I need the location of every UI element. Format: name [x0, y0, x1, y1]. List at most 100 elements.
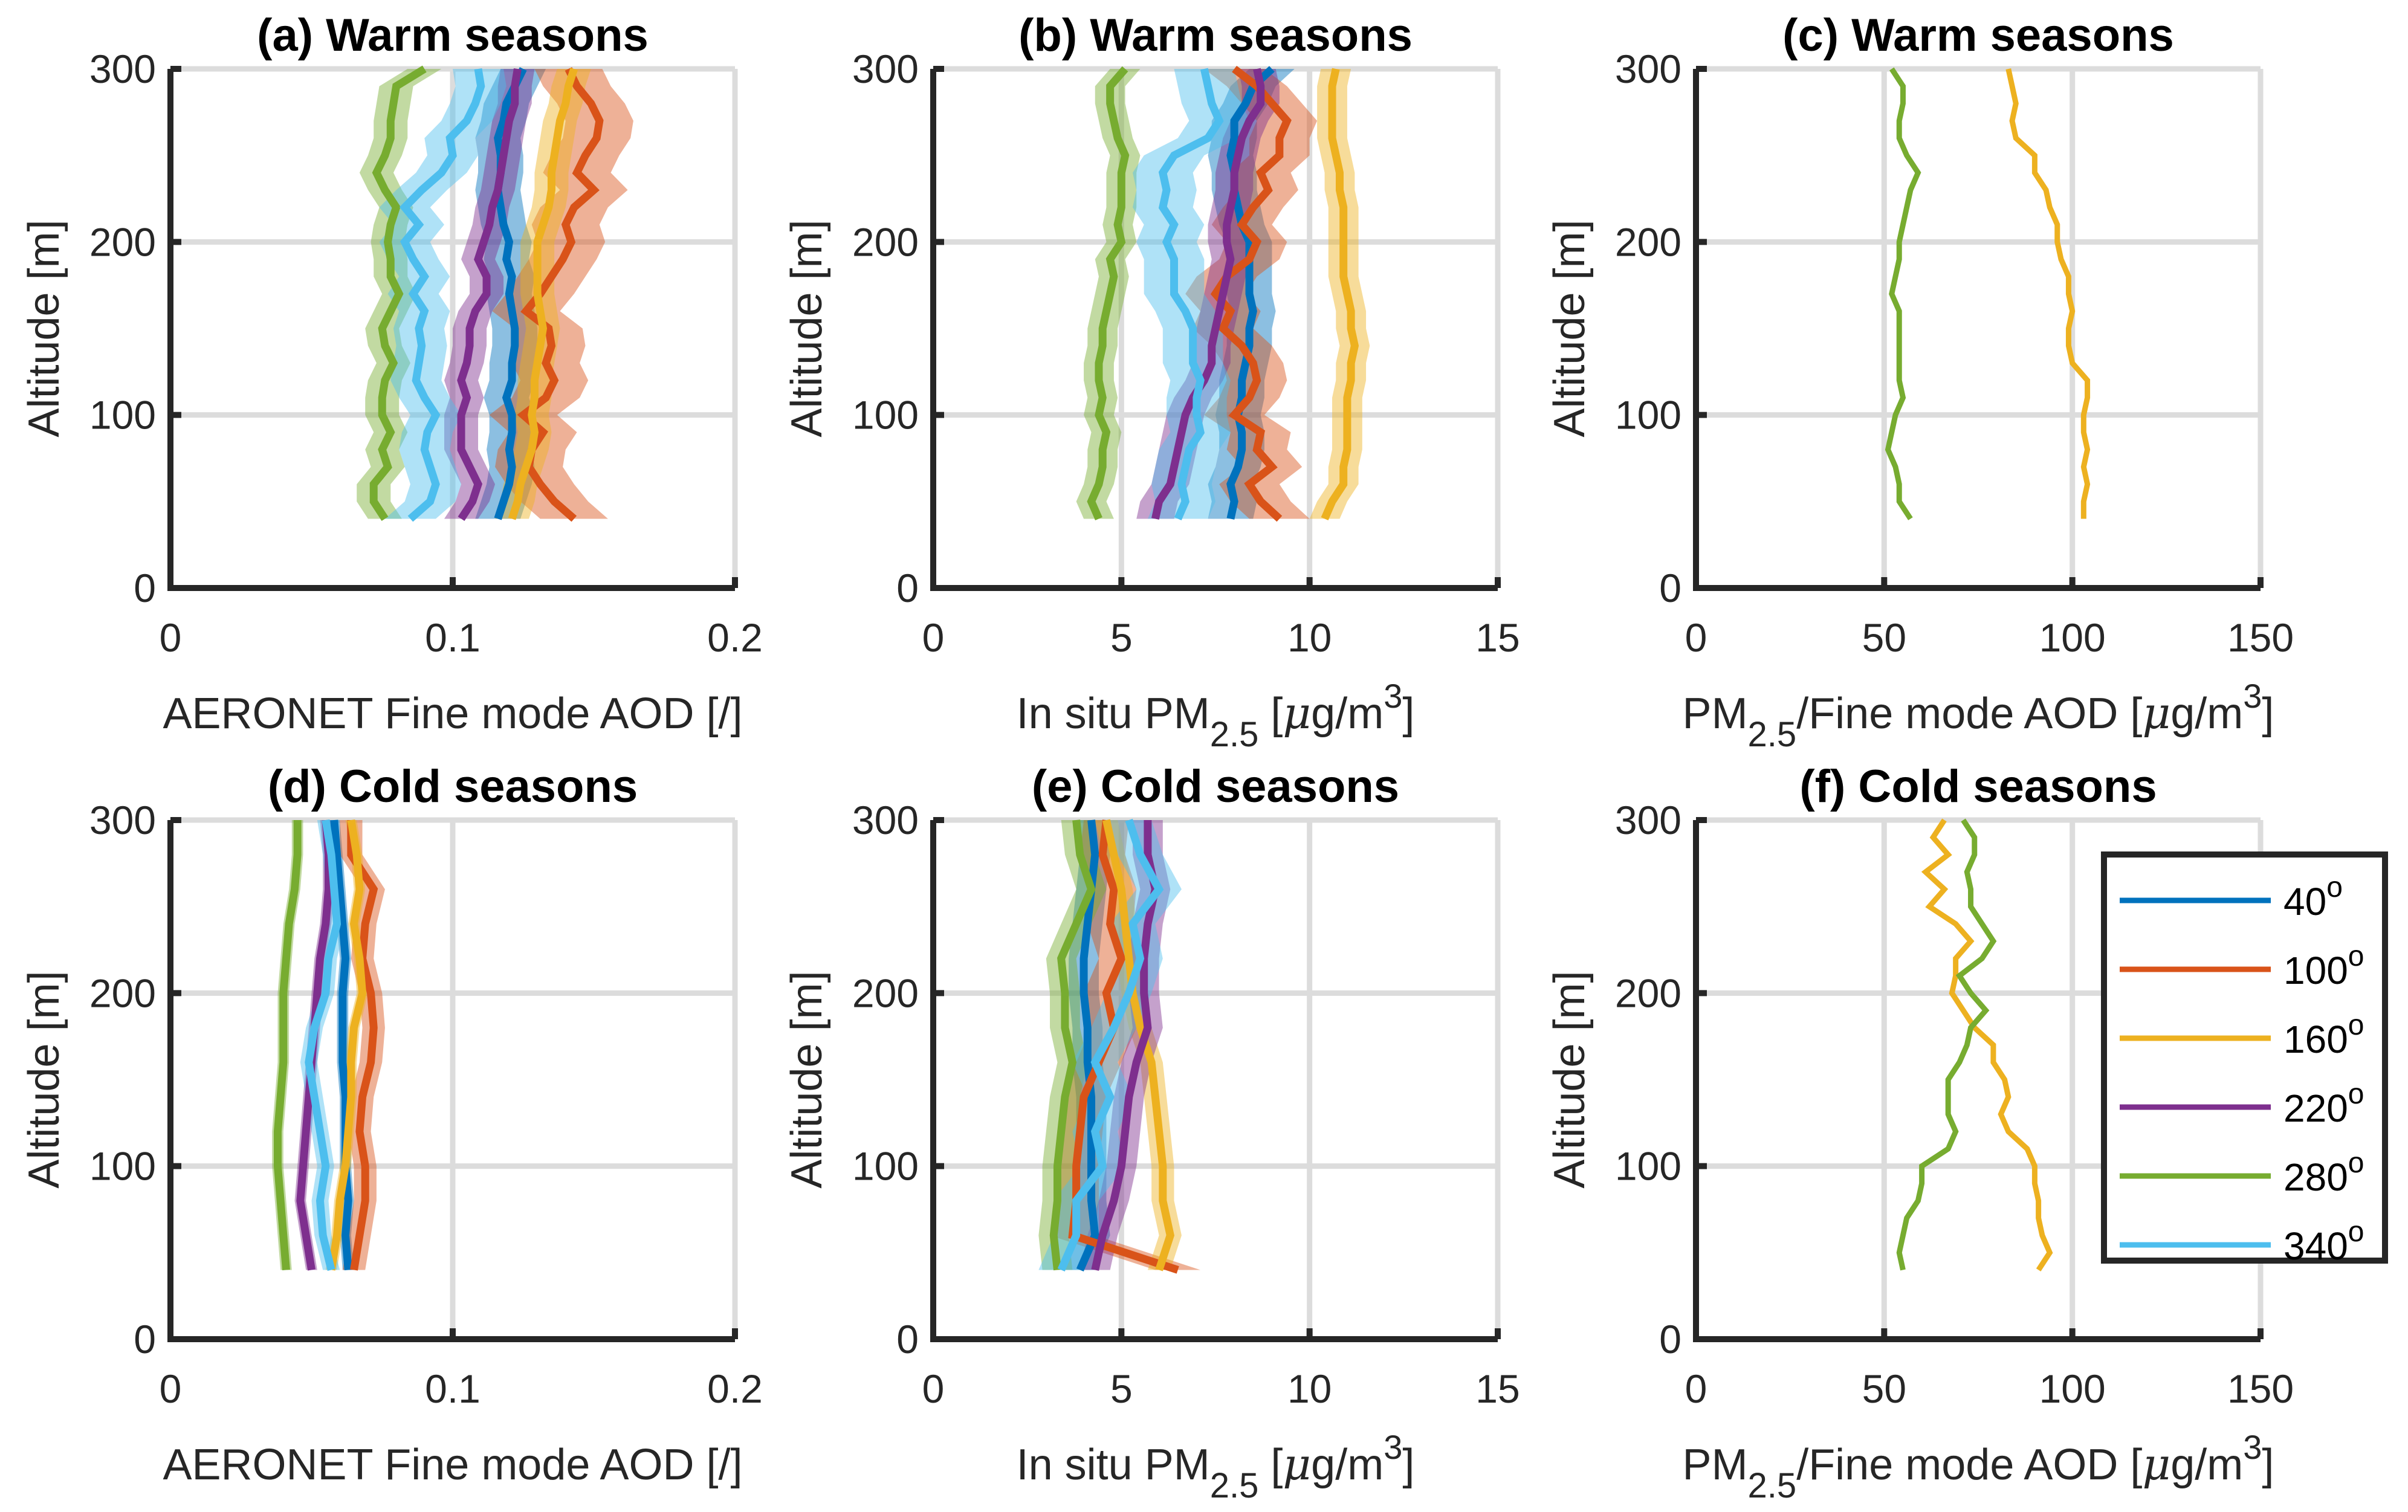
- series-line-340: [1158, 68, 1224, 521]
- gridlines: [1696, 66, 2264, 588]
- x-label-part: ]: [2262, 690, 2274, 738]
- panel-title: (f) Cold seasons: [1799, 761, 2157, 812]
- x-label-part: g/m: [1311, 690, 1384, 738]
- x-tick-label: 5: [1110, 1366, 1133, 1411]
- panel-title: (a) Warm seasons: [257, 10, 649, 61]
- y-tick-label: 300: [1615, 798, 1681, 842]
- series-line-280: [1087, 66, 1130, 521]
- series-line-160: [1321, 68, 1359, 521]
- x-label-part: g/m: [1311, 1441, 1384, 1489]
- y-axis-label: Altitude [m]: [783, 971, 831, 1188]
- x-label-part: /Fine mode AOD [: [1796, 1441, 2142, 1489]
- x-tick-label: 15: [1475, 1366, 1520, 1411]
- x-label-part: μ: [1283, 688, 1311, 738]
- series-line-220: [457, 68, 522, 522]
- degree-icon: o: [2348, 940, 2364, 972]
- y-tick-label: 0: [134, 1317, 156, 1362]
- panel-e: 0 100 200 300 0 5 10 15 (e) Cold seasons Altitude…: [783, 761, 1520, 1505]
- y-tick-label: 200: [1615, 219, 1681, 264]
- y-axis-label: Altitude [m]: [783, 219, 831, 437]
- series-line-280: [1896, 818, 1997, 1271]
- y-tick-label: 200: [89, 971, 156, 1015]
- x-label-part: ]: [2262, 1441, 2274, 1489]
- series-group: [1896, 818, 2053, 1271]
- y-axis-label: Altitude [m]: [1545, 219, 1594, 437]
- y-tick-label: 300: [1615, 47, 1681, 91]
- y-tick-label: 0: [1659, 1317, 1681, 1362]
- y-axis-label: Altitude [m]: [20, 971, 68, 1188]
- series-line-160: [327, 819, 367, 1271]
- degree-icon: o: [2348, 1009, 2364, 1041]
- x-tick-label: 0: [922, 1366, 945, 1411]
- x-label-part: g/m: [2170, 1441, 2243, 1489]
- series-group: [1885, 67, 2091, 520]
- y-tick-label: 0: [896, 566, 919, 610]
- x-label-part: 3: [1384, 1428, 1402, 1466]
- x-label-part: 3: [1384, 677, 1402, 715]
- x-label-part: 2.5: [1210, 1466, 1259, 1505]
- x-label-part: μ: [2142, 1439, 2170, 1490]
- x-tick-label: 50: [1862, 615, 1906, 660]
- series-line-160: [508, 67, 578, 520]
- degree-icon: o: [2348, 1147, 2364, 1179]
- gridlines: [170, 817, 738, 1339]
- x-axis-label: In situ PM2.5 [μg/m3]: [1017, 677, 1415, 754]
- x-label-part: 3: [2243, 1428, 2262, 1466]
- series-line-340: [399, 68, 485, 522]
- x-label-part: In situ PM: [1017, 690, 1210, 738]
- x-tick-label: 0.1: [425, 1366, 481, 1411]
- series-line-280: [369, 65, 427, 522]
- y-tick-label: 300: [89, 47, 156, 91]
- series-line-220: [1151, 68, 1265, 520]
- legend-box: [2101, 851, 2388, 1264]
- series-line-340: [1057, 818, 1164, 1272]
- x-label-part: 2.5: [1748, 1466, 1797, 1505]
- series-line-160: [1921, 818, 2053, 1271]
- degree-icon: o: [2348, 1216, 2364, 1248]
- x-label-part: 2.5: [1748, 715, 1797, 754]
- x-axis-label: AERONET Fine mode AOD [/]: [163, 690, 743, 738]
- x-tick-label: 0.2: [707, 1366, 763, 1411]
- y-tick-label: 300: [852, 798, 919, 842]
- panel-c: 0 100 200 300 0 50 100 150 (c) Warm seasons Altit…: [1545, 10, 2294, 754]
- x-label-part: ]: [1402, 1441, 1414, 1489]
- series-line-100: [347, 820, 378, 1271]
- y-tick-label: 300: [89, 798, 156, 842]
- series-line-40: [494, 67, 527, 520]
- x-tick-label: 0.1: [425, 615, 481, 660]
- x-axis-label: In situ PM2.5 [μg/m3]: [1017, 1428, 1415, 1505]
- series-group: [357, 65, 633, 522]
- series-line-280: [273, 820, 302, 1270]
- y-axis-label: Altitude [m]: [20, 219, 68, 437]
- x-tick-label: 100: [2039, 615, 2106, 660]
- degree-icon: o: [2348, 1078, 2364, 1110]
- series-line-100: [1210, 65, 1292, 522]
- gridlines: [933, 817, 1501, 1339]
- x-tick-label: 0: [160, 1366, 182, 1411]
- y-tick-label: 100: [89, 393, 156, 438]
- x-tick-label: 0.2: [707, 615, 763, 660]
- gridlines: [933, 66, 1501, 588]
- series-line-40: [1226, 66, 1275, 520]
- x-axis-label: AERONET Fine mode AOD [/]: [163, 1441, 743, 1489]
- x-tick-label: 0: [160, 615, 182, 660]
- uncertainty-band-160: [1309, 69, 1370, 519]
- x-label-part: PM: [1683, 1441, 1748, 1489]
- x-label-part: 3: [2243, 677, 2262, 715]
- uncertainty-band-100: [340, 820, 385, 1270]
- y-tick-label: 0: [896, 1317, 919, 1362]
- y-tick-label: 200: [1615, 971, 1681, 1015]
- x-tick-label: 0: [1685, 1366, 1707, 1411]
- degree-icon: o: [2326, 871, 2343, 903]
- gridlines: [170, 66, 738, 588]
- x-tick-label: 150: [2227, 1366, 2294, 1411]
- y-tick-label: 200: [852, 971, 919, 1015]
- panel-d: 0 100 200 300 0 0.1 0.2 (d) Cold seasons Altitud…: [20, 761, 763, 1489]
- x-tick-label: 10: [1287, 615, 1332, 660]
- x-tick-label: 15: [1475, 615, 1520, 660]
- series-line-340: [305, 819, 341, 1271]
- panel-title: (d) Cold seasons: [268, 761, 638, 812]
- y-tick-label: 200: [852, 219, 919, 264]
